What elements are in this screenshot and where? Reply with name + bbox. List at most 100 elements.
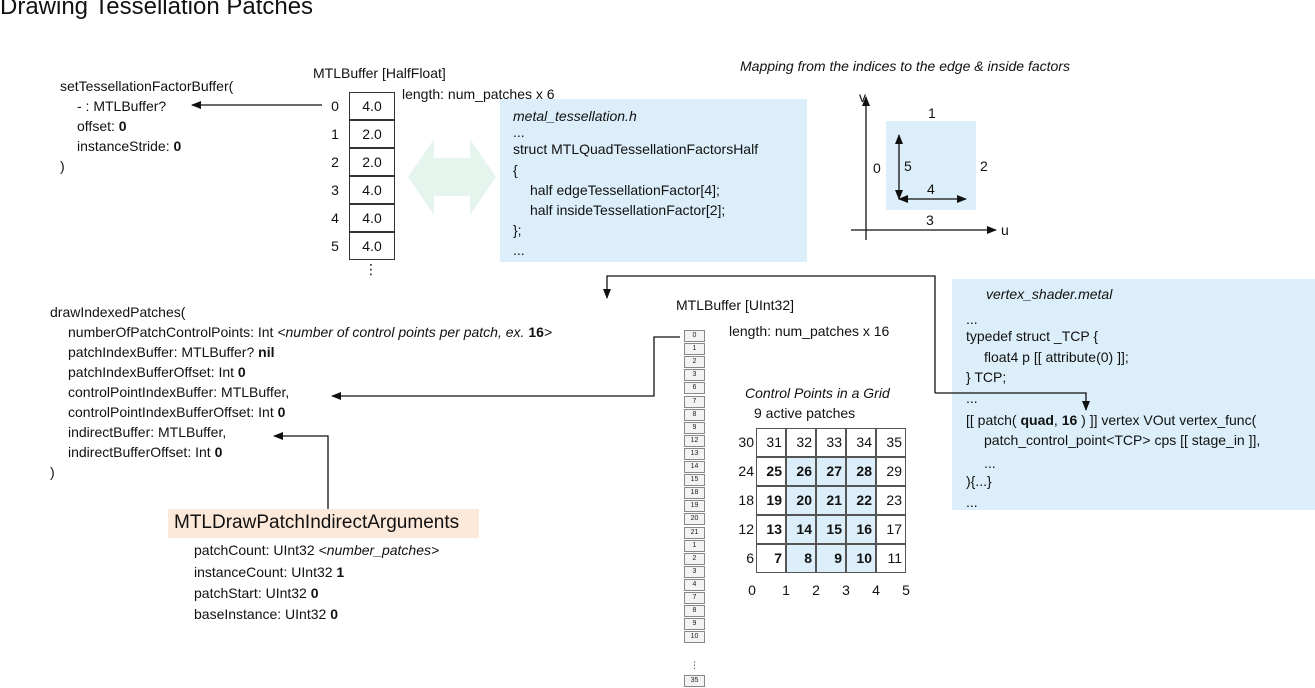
code-line: struct MTLQuadTessellationFactorsHalf bbox=[513, 141, 759, 157]
uint-buffer-cell: 1 bbox=[684, 343, 705, 356]
code-line: half insideTessellationFactor[2]; bbox=[530, 202, 726, 218]
half-buffer-cell: 4.0 bbox=[349, 204, 395, 232]
grid-cell: 32 bbox=[786, 428, 816, 457]
grid-col-label: 5 bbox=[902, 582, 910, 598]
grid-cell: 7 bbox=[756, 544, 786, 573]
grid-cell: 20 bbox=[786, 486, 816, 515]
uint-buffer-cell: 9 bbox=[684, 618, 705, 631]
uint-buffer-cell: 18 bbox=[684, 487, 705, 500]
half-buffer-cell: 4.0 bbox=[349, 232, 395, 260]
vertex-shader-box: vertex_shader.metal ... typedef struct _… bbox=[952, 279, 1315, 510]
grid-cell: 23 bbox=[876, 486, 906, 515]
draw-param-indirect-offset: indirectBufferOffset: Int 0 bbox=[68, 444, 223, 460]
half-buffer-index: 2 bbox=[331, 154, 339, 170]
half-buffer-index: 1 bbox=[331, 126, 339, 142]
indirect-arg-instance-count: instanceCount: UInt32 1 bbox=[194, 564, 345, 580]
uint-buffer-cell: 6 bbox=[684, 382, 705, 395]
grid-cell: 8 bbox=[786, 544, 816, 573]
grid-cell: 13 bbox=[756, 515, 786, 544]
vertex-shader-filename: vertex_shader.metal bbox=[986, 286, 1113, 302]
code-line: ){...} bbox=[966, 473, 992, 489]
grid-cell: 16 bbox=[846, 515, 876, 544]
code-line: }; bbox=[513, 222, 522, 238]
code-line: ... bbox=[984, 455, 996, 471]
code-line: ... bbox=[513, 242, 525, 258]
half-buffer-cell: 2.0 bbox=[349, 148, 395, 176]
set-factor-stride-param: instanceStride: 0 bbox=[77, 138, 182, 154]
grid-cell: 25 bbox=[756, 457, 786, 486]
half-buffer-index: 3 bbox=[331, 182, 339, 198]
shader-to-patch-arrow bbox=[935, 392, 1090, 411]
metal-tessellation-filename: metal_tessellation.h bbox=[513, 108, 637, 124]
draw-param-patch-index-offset: patchIndexBufferOffset: Int 0 bbox=[68, 364, 246, 380]
uint-buffer-cell: 2 bbox=[684, 356, 705, 369]
grid-row-label: 18 bbox=[738, 492, 754, 508]
grid-cell: 31 bbox=[756, 428, 786, 457]
double-arrow-shape bbox=[408, 139, 496, 215]
uint-buffer-cell: 19 bbox=[684, 500, 705, 513]
uint-buffer-length: length: num_patches x 16 bbox=[729, 323, 890, 339]
set-factor-buffer-param: - : MTLBuffer? bbox=[77, 98, 167, 114]
half-buffer-index: 0 bbox=[331, 98, 339, 114]
uint-buffer-cell: 13 bbox=[684, 447, 705, 460]
grid-row-label: 12 bbox=[738, 521, 754, 537]
code-line: { bbox=[513, 162, 518, 178]
grid-row-label: 24 bbox=[738, 463, 754, 479]
code-line: ... bbox=[513, 124, 525, 140]
code-line: } TCP; bbox=[966, 369, 1007, 385]
metal-tessellation-box: metal_tessellation.h ... struct MTLQuadT… bbox=[500, 99, 807, 262]
half-buffer-length: length: num_patches x 6 bbox=[402, 86, 555, 102]
grid-cell: 22 bbox=[846, 486, 876, 515]
uint-buffer-cell: 8 bbox=[684, 605, 705, 618]
grid-title: Control Points in a Grid bbox=[745, 385, 890, 401]
grid-cell: 14 bbox=[786, 515, 816, 544]
draw-patches-call: drawIndexedPatches( bbox=[50, 304, 186, 320]
grid-cell: 27 bbox=[816, 457, 846, 486]
grid-cell: 15 bbox=[816, 515, 846, 544]
grid-cell: 33 bbox=[816, 428, 846, 457]
half-buffer-cell: 4.0 bbox=[349, 176, 395, 204]
uint-buffer-dots: ⋮ bbox=[690, 660, 699, 670]
code-line: typedef struct _TCP { bbox=[966, 328, 1099, 344]
shader-to-draw-arrow bbox=[603, 275, 936, 393]
half-buffer-cell: 2.0 bbox=[349, 120, 395, 148]
uint-buffer-cell: 14 bbox=[684, 461, 705, 473]
grid-cell: 35 bbox=[876, 428, 906, 457]
uint-buffer-cell: 8 bbox=[684, 408, 705, 421]
code-line: ... bbox=[966, 390, 978, 406]
uint-buffer-cell: 15 bbox=[684, 474, 705, 487]
code-line: float4 p [[ attribute(0) ]]; bbox=[984, 349, 1129, 365]
grid-col-label: 1 bbox=[782, 582, 790, 598]
mapping-inside-v: 5 bbox=[904, 158, 912, 174]
grid-cell: 11 bbox=[876, 544, 906, 573]
indirect-arg-base-instance: baseInstance: UInt32 0 bbox=[194, 606, 338, 622]
indirect-args-title-bg: MTLDrawPatchIndirectArguments bbox=[168, 509, 479, 538]
uint-buffer-arrow bbox=[331, 336, 680, 400]
grid-row-label: 6 bbox=[746, 550, 754, 566]
indirect-args-title: MTLDrawPatchIndirectArguments bbox=[174, 512, 460, 533]
uint-buffer-title: MTLBuffer [UInt32] bbox=[676, 297, 795, 313]
draw-param-patch-index-buffer: patchIndexBuffer: MTLBuffer? nil bbox=[68, 344, 275, 360]
grid-subtitle: 9 active patches bbox=[754, 405, 856, 421]
set-factor-close: ) bbox=[60, 158, 65, 174]
grid-col-label: 4 bbox=[872, 582, 880, 598]
page-title: Drawing Tessellation Patches bbox=[0, 0, 314, 20]
draw-param-control-point-offset: controlPointIndexBufferOffset: Int 0 bbox=[68, 404, 286, 420]
mapping-edge-left: 0 bbox=[873, 160, 881, 176]
half-buffer-index: 5 bbox=[331, 238, 339, 254]
uint-buffer-cell: 10 bbox=[684, 631, 705, 644]
uint-buffer-cell: 9 bbox=[684, 421, 705, 434]
grid-cell: 9 bbox=[816, 544, 846, 573]
uint-buffer-cell: 21 bbox=[684, 526, 705, 539]
mapping-caption: Mapping from the indices to the edge & i… bbox=[740, 58, 1070, 74]
uint-buffer-cell: 1 bbox=[684, 539, 705, 552]
grid-cell: 17 bbox=[876, 515, 906, 544]
indirect-arg-patch-count: patchCount: UInt32 <number_patches> bbox=[194, 542, 440, 558]
draw-param-control-point-buffer: controlPointIndexBuffer: MTLBuffer, bbox=[68, 384, 290, 400]
uint-buffer-cell: 3 bbox=[684, 565, 705, 578]
uint-buffer-cell: 0 bbox=[684, 330, 705, 342]
uint-buffer-cell: 7 bbox=[684, 395, 705, 408]
code-line: patch_control_point<TCP> cps [[ stage_in… bbox=[984, 432, 1261, 448]
grid-cell: 10 bbox=[846, 544, 876, 573]
